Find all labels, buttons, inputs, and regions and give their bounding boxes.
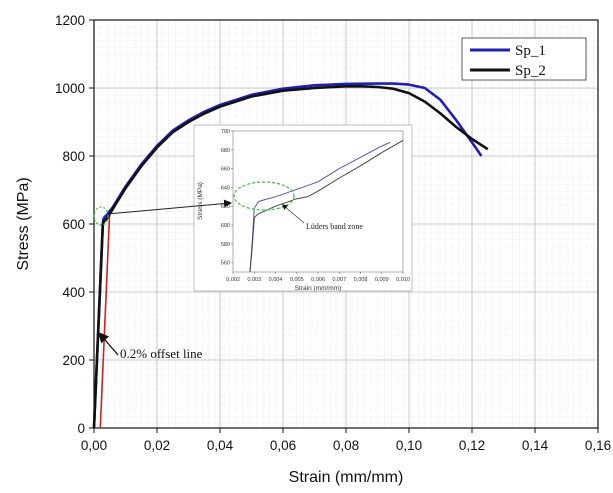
inset-y-tick-label: 680 bbox=[221, 148, 230, 154]
inset-y-tick-label: 600 bbox=[221, 223, 230, 229]
series-line-sp2 bbox=[92, 85, 489, 429]
y-tick-label: 800 bbox=[62, 149, 85, 164]
legend-box bbox=[461, 37, 587, 81]
inset-series-line-sp1 bbox=[249, 141, 391, 273]
y-tick-label: 600 bbox=[62, 217, 85, 232]
inset-x-tick-label: 0,005 bbox=[290, 277, 304, 283]
inset-series-group bbox=[249, 139, 404, 273]
inset-y-tick-label: 660 bbox=[221, 167, 230, 173]
inset-x-tick-label: 0,003 bbox=[247, 277, 261, 283]
legend-label-sp1: Sp_1 bbox=[515, 43, 546, 59]
inset-y-tick-label: 560 bbox=[221, 261, 230, 267]
luders-annotation-text: Lüders band zone bbox=[306, 222, 363, 231]
y-tick-label: 1200 bbox=[55, 13, 85, 28]
x-tick-label: 0,04 bbox=[207, 438, 234, 453]
inset-x-tick-label: 0,008 bbox=[354, 277, 368, 283]
inset-x-axis-title: Strain (mm/mm) bbox=[295, 285, 342, 292]
y-axis-title: Stress (MPa) bbox=[15, 177, 32, 270]
inset-ticks: 0,002 0,003 0,004 0,005 0,006 0,007 0,008 0,009… bbox=[221, 129, 410, 283]
x-tick-label: 0,08 bbox=[333, 438, 359, 453]
y-axis-ticks: 0 200 400 600 800 1000 1200 bbox=[55, 13, 94, 436]
zoom-arrow bbox=[106, 199, 232, 215]
inset-x-tick-label: 0,007 bbox=[332, 277, 346, 283]
offset-line-label: 0.2% offset line bbox=[120, 346, 203, 361]
legend-label-sp2: Sp_2 bbox=[515, 63, 546, 79]
y-tick-label: 1000 bbox=[55, 81, 85, 96]
inset-series-line-sp2 bbox=[249, 139, 404, 273]
inset-x-tick-label: 0,010 bbox=[396, 277, 410, 283]
inset-y-axis-title: Stress (MPa) bbox=[197, 182, 204, 220]
x-axis-title: Strain (mm/mm) bbox=[289, 469, 404, 486]
inset-chart: 0,002 0,003 0,004 0,005 0,006 0,007 0,008 0,009… bbox=[193, 124, 413, 292]
x-axis-ticks: 0,00 0,02 0,04 0,06 0,08 0,10 0,12 0,14 0,16 bbox=[81, 428, 611, 453]
y-tick-label: 0 bbox=[77, 421, 85, 436]
y-tick-label: 400 bbox=[62, 285, 85, 300]
inset-plot-frame bbox=[232, 130, 404, 273]
x-tick-label: 0,14 bbox=[522, 438, 549, 453]
inset-x-tick-label: 0,006 bbox=[311, 277, 325, 283]
legend: Sp_1 Sp_2 bbox=[461, 37, 587, 81]
y-tick-label: 200 bbox=[62, 353, 85, 368]
inset-x-tick-label: 0,009 bbox=[375, 277, 389, 283]
x-tick-label: 0,12 bbox=[459, 438, 485, 453]
inset-y-tick-label: 640 bbox=[221, 185, 230, 191]
inset-x-tick-label: 0,004 bbox=[269, 277, 283, 283]
offset-line bbox=[99, 210, 111, 429]
x-tick-label: 0,00 bbox=[81, 438, 107, 453]
x-tick-label: 0,02 bbox=[144, 438, 170, 453]
x-tick-label: 0,10 bbox=[396, 438, 422, 453]
yield-region-marker bbox=[93, 206, 109, 226]
luders-annotation-arrow bbox=[281, 204, 305, 224]
offset-line-arrow bbox=[98, 332, 119, 356]
x-tick-label: 0,16 bbox=[585, 438, 611, 453]
inset-x-tick-label: 0,002 bbox=[226, 277, 240, 283]
inset-y-tick-label: 580 bbox=[221, 242, 230, 248]
luders-region-marker bbox=[233, 181, 295, 211]
inset-y-tick-label: 700 bbox=[221, 129, 230, 135]
x-tick-label: 0,06 bbox=[270, 438, 296, 453]
inset-y-tick-label: 620 bbox=[221, 204, 230, 210]
